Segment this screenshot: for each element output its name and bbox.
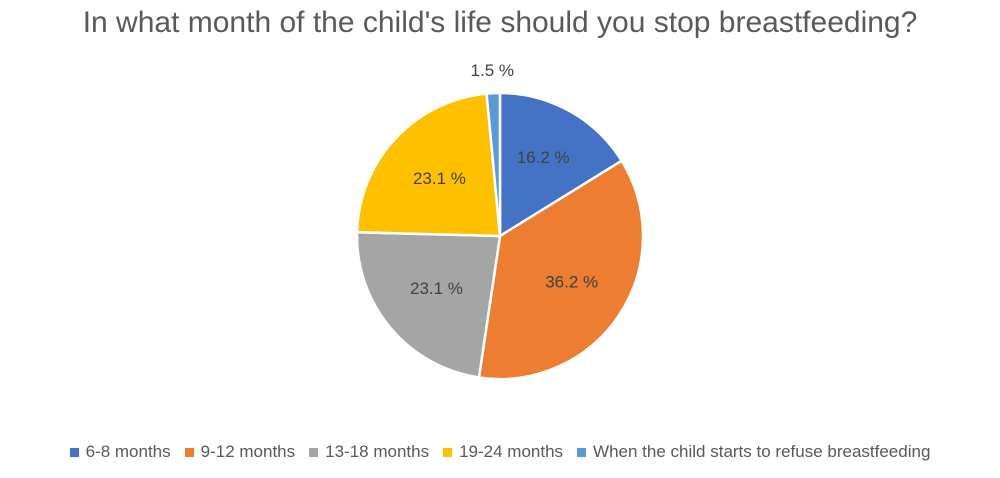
legend-swatch-3 [309,447,319,457]
legend-item-1: 6-8 months [69,442,171,462]
chart-title: In what month of the child's life should… [82,6,918,39]
legend-swatch-4 [443,447,453,457]
legend: 6-8 months 9-12 months 13-18 months 19-24 m… [0,438,1000,466]
slice-label-2: 36.2 % [545,273,598,292]
pie-slice-4 [355,92,502,238]
legend-label-4: 19-24 months [459,442,564,461]
legend-item-4: 19-24 months [443,442,563,462]
pie-slice-2 [477,159,645,381]
slice-label-3: 23.1 % [410,279,463,298]
legend-item-3: 13-18 months [309,442,429,462]
legend-label-5: When the child starts to refuse breastfe… [593,442,931,461]
slice-label-5: 1.5 % [471,61,514,80]
legend-label-3: 13-18 months [325,442,430,461]
legend-swatch-1 [69,447,79,457]
pie-slice-3 [355,230,502,379]
legend-label-1: 6-8 months [85,442,171,461]
legend-label-2: 9-12 months [200,442,296,461]
legend-item-5: When the child starts to refuse breastfe… [577,442,930,462]
slice-label-1: 16.2 % [517,148,570,167]
legend-swatch-5 [577,447,587,457]
legend-item-2: 9-12 months [184,442,296,462]
pie-slice-5 [485,91,502,237]
pie-slice-1 [498,91,624,239]
slice-label-4: 23.1 % [413,169,466,188]
legend-swatch-2 [184,447,194,457]
